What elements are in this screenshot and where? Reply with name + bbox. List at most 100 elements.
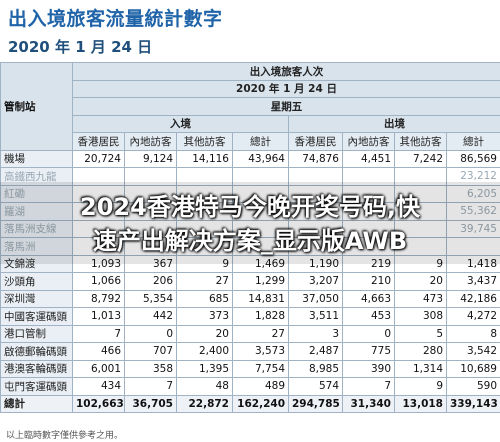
station-name: 羅湖: [0, 202, 73, 221]
table-cell: 390: [342, 359, 395, 378]
table-row: 羅湖 55,362: [0, 202, 500, 221]
table-cell: 8: [446, 324, 500, 343]
table-cell: 5,354: [124, 289, 177, 308]
footnote: 以上臨時數字僅供參考之用。: [6, 431, 124, 441]
table-cell: 308: [394, 307, 447, 326]
table-cell: 5: [394, 324, 447, 343]
table-row: 沙頭角 1,066 206 27 1,299 3,207 210 20 3,437: [0, 272, 500, 291]
table-cell: 27: [176, 272, 233, 291]
table-cell: 294,785: [288, 394, 343, 413]
table-cell: 0: [342, 324, 395, 343]
table-cell: 339,143: [446, 394, 500, 413]
table-cell: 466: [72, 342, 125, 361]
table-row: 機場 20,724 9,124 14,116 43,964 74,876 4,451 7,24…: [0, 149, 500, 168]
table-row: 屯門客運碼頭 434 7 48 489 574 7 9 590: [0, 377, 500, 396]
table-cell: 280: [394, 342, 447, 361]
table-cell: 3,542: [446, 342, 500, 361]
overlay-line-1: 2024香港特马今晚开奖号码,快: [80, 193, 420, 221]
table-cell: 3: [288, 324, 343, 343]
table-cell: 1,828: [232, 307, 289, 326]
table-row: 啟德郵輪碼頭 466 707 2,400 3,573 2,487 775 280 3,542: [0, 342, 500, 361]
table-cell: 27: [232, 324, 289, 343]
column-header: 香港居民: [72, 132, 125, 151]
table-row: 紅磡 6,205: [0, 184, 500, 203]
station-name: 港澳客輪碼頭: [0, 359, 73, 378]
page-title: 出入境旅客流量統計數字: [8, 8, 223, 30]
table-row: 深圳灣 8,792 5,354 685 14,831 37,050 4,663 473 42,1…: [0, 289, 500, 308]
station-name: 港口管制: [0, 324, 73, 343]
table-cell: 1,299: [232, 272, 289, 291]
table-cell: 86,569: [446, 149, 500, 168]
column-header: 總計: [446, 132, 500, 151]
date-title: 2020 年 1 月 24 日: [8, 38, 153, 56]
table-cell: 210: [342, 272, 395, 291]
table-cell: 3,207: [288, 272, 343, 291]
table-cell: 590: [446, 377, 500, 396]
table-cell: 6,001: [72, 359, 125, 378]
table-cell: 4,272: [446, 307, 500, 326]
table-cell: 1,093: [72, 254, 125, 273]
table-cell: 685: [176, 289, 233, 308]
passenger-table: 管制站 出入境旅客人次 2020 年 1 月 24 日 星期五 入境 出境 香港…: [0, 62, 500, 413]
watermark-overlay-text: 2024香港特马今晚开奖号码,快 速产出解决方案_显示版AWB: [0, 190, 500, 258]
table-cell: 707: [124, 342, 177, 361]
table-cell: 31,340: [342, 394, 395, 413]
overlay-line-2: 速产出解决方案_显示版AWB: [92, 227, 408, 255]
table-cell: 3,511: [288, 307, 343, 326]
station-name: 文錦渡: [0, 254, 73, 273]
station-name: 深圳灣: [0, 289, 73, 308]
column-header: 內地訪客: [124, 132, 177, 151]
table-cell: 13,018: [394, 394, 447, 413]
table-cell: 358: [124, 359, 177, 378]
table-cell: 37,050: [288, 289, 343, 308]
table-cell: 8,985: [288, 359, 343, 378]
watermark-overlay-band: [0, 182, 500, 264]
table-cell: 453: [342, 307, 395, 326]
table-cell: 36,705: [124, 394, 177, 413]
group-arrival: 入境: [72, 114, 289, 133]
corner-label: 管制站: [0, 62, 73, 151]
table-cell: 3,573: [232, 342, 289, 361]
table-cell: 0: [124, 324, 177, 343]
table-cell: 1,013: [72, 307, 125, 326]
table-cell: 14,831: [232, 289, 289, 308]
column-header: 其他訪客: [176, 132, 233, 151]
table-cell: 373: [176, 307, 233, 326]
table-cell: 4,663: [342, 289, 395, 308]
station-name: 機場: [0, 149, 73, 168]
column-header: 其他訪客: [394, 132, 447, 151]
table-cell: 4,451: [342, 149, 395, 168]
station-name: 啟德郵輪碼頭: [0, 342, 73, 361]
table-cell: 20: [176, 324, 233, 343]
table-cell: 7,242: [394, 149, 447, 168]
table-row: 總計 102,663 36,705 22,872 162,240 294,785 31,34…: [0, 394, 500, 413]
table-cell: 9,124: [124, 149, 177, 168]
table-cell: 74,876: [288, 149, 343, 168]
table-cell: 2,400: [176, 342, 233, 361]
station-name: 中國客運碼頭: [0, 307, 73, 326]
station-name: 沙頭角: [0, 272, 73, 291]
column-header: 香港居民: [288, 132, 343, 151]
table-cell: 7: [124, 377, 177, 396]
table-cell: 22,872: [176, 394, 233, 413]
table-cell: 1,066: [72, 272, 125, 291]
header-date: 2020 年 1 月 24 日: [72, 79, 500, 98]
table-cell: 775: [342, 342, 395, 361]
column-header: 總計: [232, 132, 289, 151]
table-cell: 473: [394, 289, 447, 308]
table-cell: 7,754: [232, 359, 289, 378]
table-cell: 20: [394, 272, 447, 291]
table-cell: 489: [232, 377, 289, 396]
table-cell: 574: [288, 377, 343, 396]
table-cell: 206: [124, 272, 177, 291]
station-name: 總計: [0, 394, 73, 413]
table-cell: 39,745: [446, 219, 500, 238]
table-cell: 42,186: [446, 289, 500, 308]
table-cell: 14,116: [176, 149, 233, 168]
table-cell: 7: [72, 324, 125, 343]
column-header: 內地訪客: [342, 132, 395, 151]
group-departure: 出境: [288, 114, 500, 133]
table-row: 港澳客輪碼頭 6,001 358 1,395 7,754 8,985 390 1,314 10,…: [0, 359, 500, 378]
table-row: 港口管制 7 0 20 27 3 0 5 8: [0, 324, 500, 343]
header-main: 出入境旅客人次: [72, 62, 500, 81]
